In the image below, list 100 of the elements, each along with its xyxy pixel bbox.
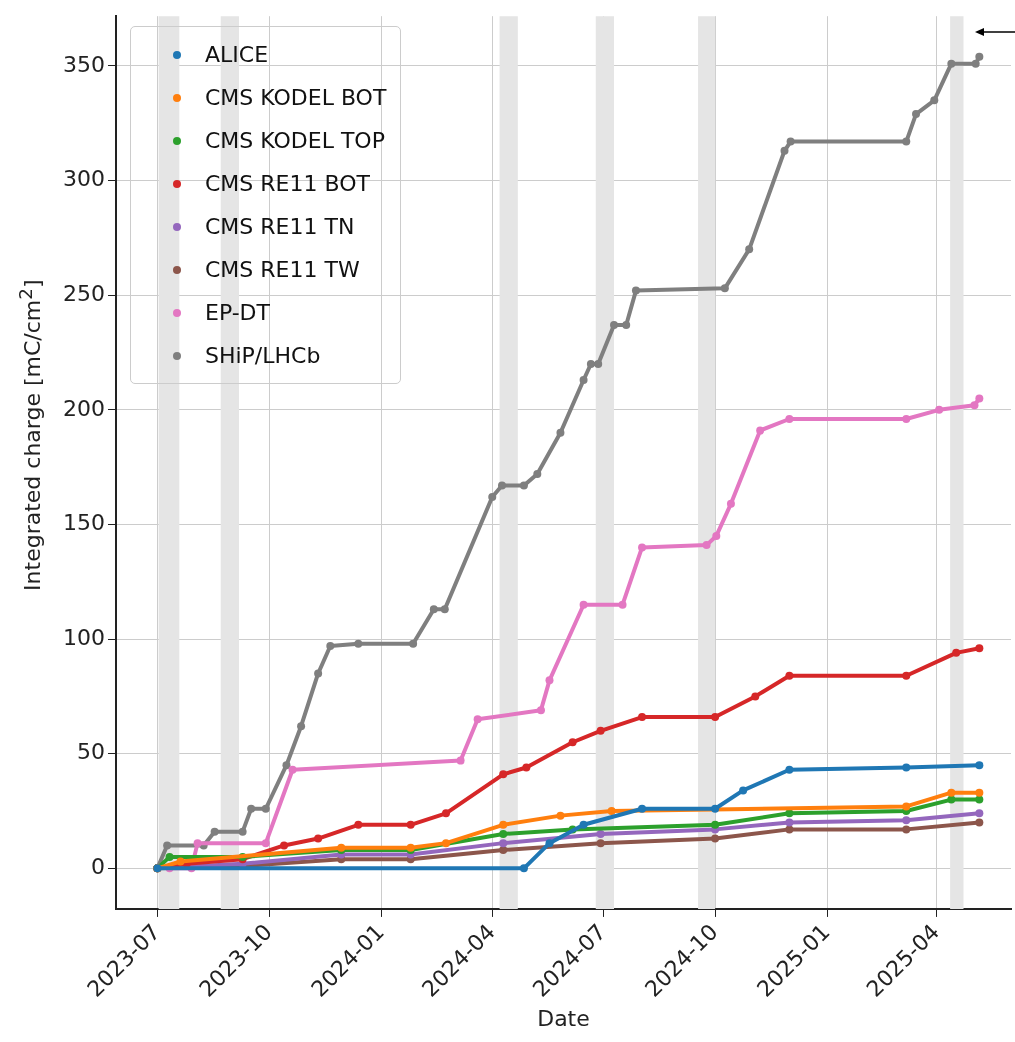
y-tick-label: 100	[62, 624, 105, 650]
point	[261, 804, 270, 813]
y-tick-label: 150	[62, 510, 105, 536]
point	[947, 59, 956, 68]
point	[711, 804, 720, 813]
point	[440, 605, 449, 614]
point	[568, 738, 577, 747]
point	[786, 137, 795, 146]
point	[499, 839, 508, 848]
legend-label: CMS RE11 BOT	[204, 171, 370, 197]
y-tick-label: 250	[62, 280, 105, 306]
point	[545, 676, 554, 685]
point	[975, 809, 984, 818]
point	[261, 839, 270, 848]
point	[607, 807, 616, 816]
legend-label: CMS KODEL TOP	[204, 128, 385, 154]
point	[785, 809, 794, 818]
point	[519, 864, 528, 873]
point	[406, 820, 415, 829]
point	[499, 820, 508, 829]
legend-label: ALICE	[204, 42, 269, 68]
legend-label: CMS RE11 TW	[204, 257, 360, 283]
point	[739, 786, 748, 795]
point	[975, 644, 984, 653]
legend-label: CMS KODEL BOT	[204, 85, 387, 111]
point	[902, 763, 911, 772]
point	[902, 825, 911, 834]
point	[519, 481, 528, 490]
point	[975, 788, 984, 797]
y-tick-label: 350	[62, 51, 105, 77]
point	[163, 841, 172, 850]
y-tick-label: 50	[76, 739, 105, 765]
point	[902, 816, 911, 825]
point	[975, 818, 984, 827]
point	[785, 825, 794, 834]
point	[533, 470, 542, 479]
point	[610, 321, 619, 330]
point	[586, 359, 595, 368]
legend-label: SHiP/LHCb	[204, 343, 321, 369]
point	[930, 96, 939, 105]
point	[429, 605, 438, 614]
point	[499, 770, 508, 779]
point	[596, 839, 605, 848]
point	[280, 841, 289, 850]
point	[441, 809, 450, 818]
point	[536, 706, 545, 715]
point	[712, 531, 721, 540]
point	[975, 52, 984, 61]
point	[751, 692, 760, 701]
point	[176, 857, 185, 866]
point	[297, 722, 306, 731]
point	[165, 852, 174, 861]
point	[702, 541, 711, 550]
point	[638, 543, 647, 552]
point	[785, 818, 794, 827]
point	[902, 137, 911, 146]
point	[785, 415, 794, 424]
point	[970, 401, 979, 410]
point	[579, 820, 588, 829]
point	[780, 146, 789, 155]
point	[238, 827, 247, 836]
point	[488, 492, 497, 501]
point	[441, 839, 450, 848]
point	[288, 765, 297, 774]
point	[499, 846, 508, 855]
point	[596, 829, 605, 838]
point	[902, 671, 911, 680]
point	[579, 376, 588, 385]
point	[785, 765, 794, 774]
point	[935, 405, 944, 414]
point	[720, 284, 729, 293]
point	[912, 110, 921, 119]
point	[952, 648, 961, 657]
point	[947, 788, 956, 797]
legend-label: CMS RE11 TN	[204, 214, 355, 240]
point	[499, 829, 508, 838]
point	[594, 359, 603, 368]
point	[210, 827, 219, 836]
y-tick-label: 200	[62, 395, 105, 421]
point	[556, 428, 565, 437]
point	[902, 415, 911, 424]
point	[247, 804, 256, 813]
point	[498, 481, 506, 490]
point	[556, 811, 565, 820]
y-tick-label: 0	[90, 854, 105, 880]
point	[314, 669, 323, 678]
point	[947, 795, 956, 804]
point	[638, 804, 647, 813]
point	[785, 671, 794, 680]
point	[618, 600, 627, 609]
point	[711, 713, 720, 722]
point	[622, 321, 631, 330]
point	[579, 600, 588, 609]
point	[282, 761, 291, 770]
point	[711, 820, 720, 829]
point	[638, 713, 647, 722]
point	[326, 641, 335, 650]
point	[522, 763, 531, 772]
point	[631, 286, 640, 295]
point	[354, 639, 363, 648]
